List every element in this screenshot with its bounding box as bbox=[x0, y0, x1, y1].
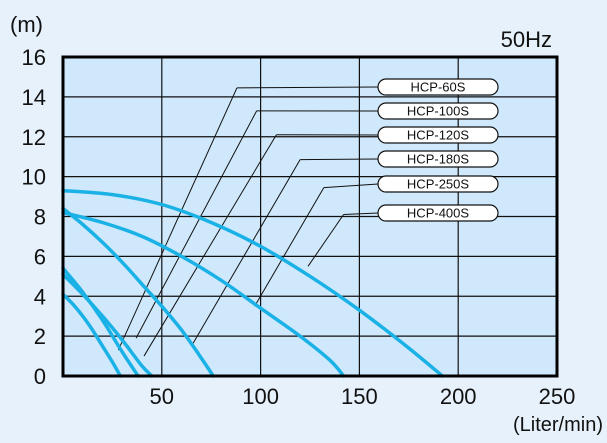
y-tick-label: 0 bbox=[34, 364, 46, 389]
x-axis-label: (Liter/min) bbox=[513, 414, 603, 436]
y-tick-label: 4 bbox=[34, 284, 46, 309]
y-tick-label: 14 bbox=[22, 85, 46, 110]
legend-label: HCP-60S bbox=[411, 80, 466, 95]
legend-label: HCP-120S bbox=[407, 128, 469, 143]
legend-label: HCP-180S bbox=[407, 152, 469, 167]
x-tick-label: 200 bbox=[440, 384, 477, 409]
y-tick-label: 10 bbox=[22, 165, 46, 190]
y-tick-label: 2 bbox=[34, 324, 46, 349]
y-tick-label: 12 bbox=[22, 125, 46, 150]
y-tick-label: 16 bbox=[22, 45, 46, 70]
legend-label: HCP-400S bbox=[407, 206, 469, 221]
legend-label: HCP-100S bbox=[407, 104, 469, 119]
x-tick-label: 250 bbox=[539, 384, 576, 409]
leader-line bbox=[300, 159, 378, 160]
x-tick-label: 100 bbox=[242, 384, 279, 409]
frequency-label: 50Hz bbox=[501, 27, 552, 52]
legend-label: HCP-250S bbox=[407, 177, 469, 192]
y-tick-label: 6 bbox=[34, 244, 46, 269]
x-tick-label: 50 bbox=[150, 384, 174, 409]
x-tick-label: 150 bbox=[341, 384, 378, 409]
y-tick-label: 8 bbox=[34, 205, 46, 230]
y-axis-label: (m) bbox=[10, 12, 43, 37]
